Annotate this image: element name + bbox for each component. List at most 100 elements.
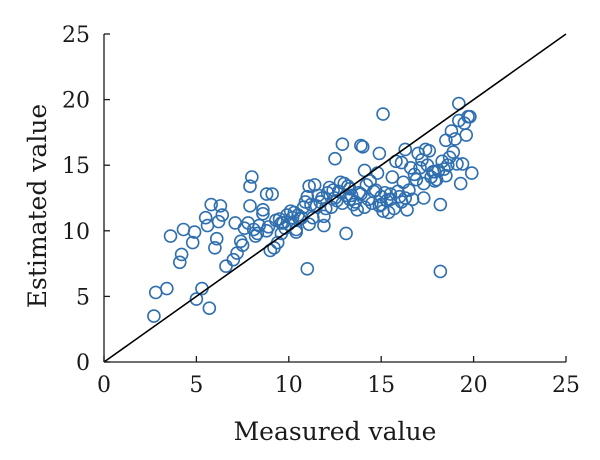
data-point — [396, 175, 411, 190]
data-point — [354, 138, 368, 153]
data-point — [413, 161, 427, 175]
data-point — [256, 206, 270, 221]
data-point — [243, 179, 257, 193]
data-point — [335, 137, 350, 152]
x-axis-title: Measured value — [234, 417, 437, 446]
data-point — [245, 170, 259, 184]
y-tick-label: 10 — [62, 220, 90, 245]
y-tick-label: 15 — [62, 154, 90, 179]
data-point — [440, 158, 455, 172]
data-point — [185, 235, 200, 250]
data-point — [463, 109, 477, 124]
data-point — [370, 166, 385, 180]
data-point — [202, 301, 217, 316]
data-point — [341, 179, 355, 193]
data-point — [243, 199, 257, 213]
data-point — [259, 187, 274, 201]
data-point — [328, 151, 342, 166]
data-point — [198, 210, 213, 225]
data-point — [342, 192, 357, 207]
data-point — [200, 218, 215, 233]
y-tick-label: 5 — [76, 285, 90, 310]
data-point — [453, 176, 468, 191]
x-tick-label: 5 — [189, 373, 203, 398]
data-point — [422, 143, 437, 158]
data-point — [427, 164, 442, 179]
x-tick-label: 25 — [552, 373, 580, 398]
data-point — [174, 247, 189, 262]
data-point — [250, 226, 265, 241]
data-point — [304, 197, 318, 212]
data-point — [394, 155, 409, 170]
data-point — [233, 234, 248, 249]
data-point — [300, 262, 315, 276]
data-point — [459, 128, 474, 142]
data-point — [228, 216, 243, 230]
y-tick-label: 25 — [62, 23, 90, 48]
data-point — [213, 199, 228, 213]
data-point — [385, 170, 400, 184]
x-tick-label: 0 — [97, 373, 111, 398]
data-point — [208, 241, 222, 255]
data-point — [187, 225, 202, 239]
data-point — [450, 157, 464, 171]
data-point — [446, 145, 461, 159]
data-point — [437, 162, 451, 176]
data-point — [160, 281, 174, 296]
data-point — [339, 226, 353, 241]
data-point — [464, 166, 479, 180]
data-point — [204, 197, 218, 212]
data-point — [333, 175, 348, 190]
data-point — [322, 180, 337, 195]
data-point — [326, 183, 340, 197]
data-points — [147, 96, 479, 323]
data-point — [176, 222, 191, 237]
y-tick-label: 20 — [62, 89, 90, 114]
data-point — [409, 172, 424, 187]
x-tick-label: 10 — [275, 373, 303, 398]
data-point — [429, 172, 444, 187]
data-point — [416, 176, 431, 191]
data-point — [302, 179, 316, 193]
data-point — [274, 216, 289, 230]
data-point — [400, 203, 414, 217]
data-point — [383, 187, 398, 201]
data-point — [455, 157, 470, 171]
data-point — [374, 197, 389, 212]
data-point — [209, 231, 224, 246]
data-point — [283, 204, 298, 218]
data-point — [381, 205, 396, 220]
data-point — [372, 146, 387, 161]
x-axis-ticks: 0 5 10 15 20 25 — [97, 356, 580, 398]
data-point — [148, 285, 163, 300]
data-point — [172, 255, 187, 270]
data-point — [439, 133, 453, 148]
data-point — [398, 142, 413, 157]
data-point — [350, 203, 364, 217]
y-axis-ticks: 0 5 10 15 20 25 — [62, 23, 110, 376]
data-point — [256, 203, 270, 217]
data-point — [433, 264, 448, 279]
y-tick-label: 0 — [76, 351, 90, 376]
data-point — [355, 140, 370, 154]
data-point — [291, 208, 305, 222]
data-point — [392, 189, 407, 204]
data-point — [352, 185, 366, 200]
data-point — [265, 187, 279, 201]
data-point — [189, 292, 204, 306]
data-point — [246, 222, 261, 237]
y-axis-title: Estimated value — [23, 104, 52, 308]
data-point — [226, 252, 241, 267]
x-tick-label: 20 — [460, 373, 488, 398]
data-point — [317, 218, 331, 233]
data-point — [147, 309, 161, 323]
data-point — [317, 209, 331, 224]
data-point — [163, 229, 178, 243]
data-point — [219, 259, 233, 274]
data-point — [315, 191, 329, 205]
data-point — [376, 107, 390, 121]
x-tick-label: 15 — [367, 373, 395, 398]
data-point — [416, 191, 431, 205]
reference-line — [103, 33, 567, 363]
